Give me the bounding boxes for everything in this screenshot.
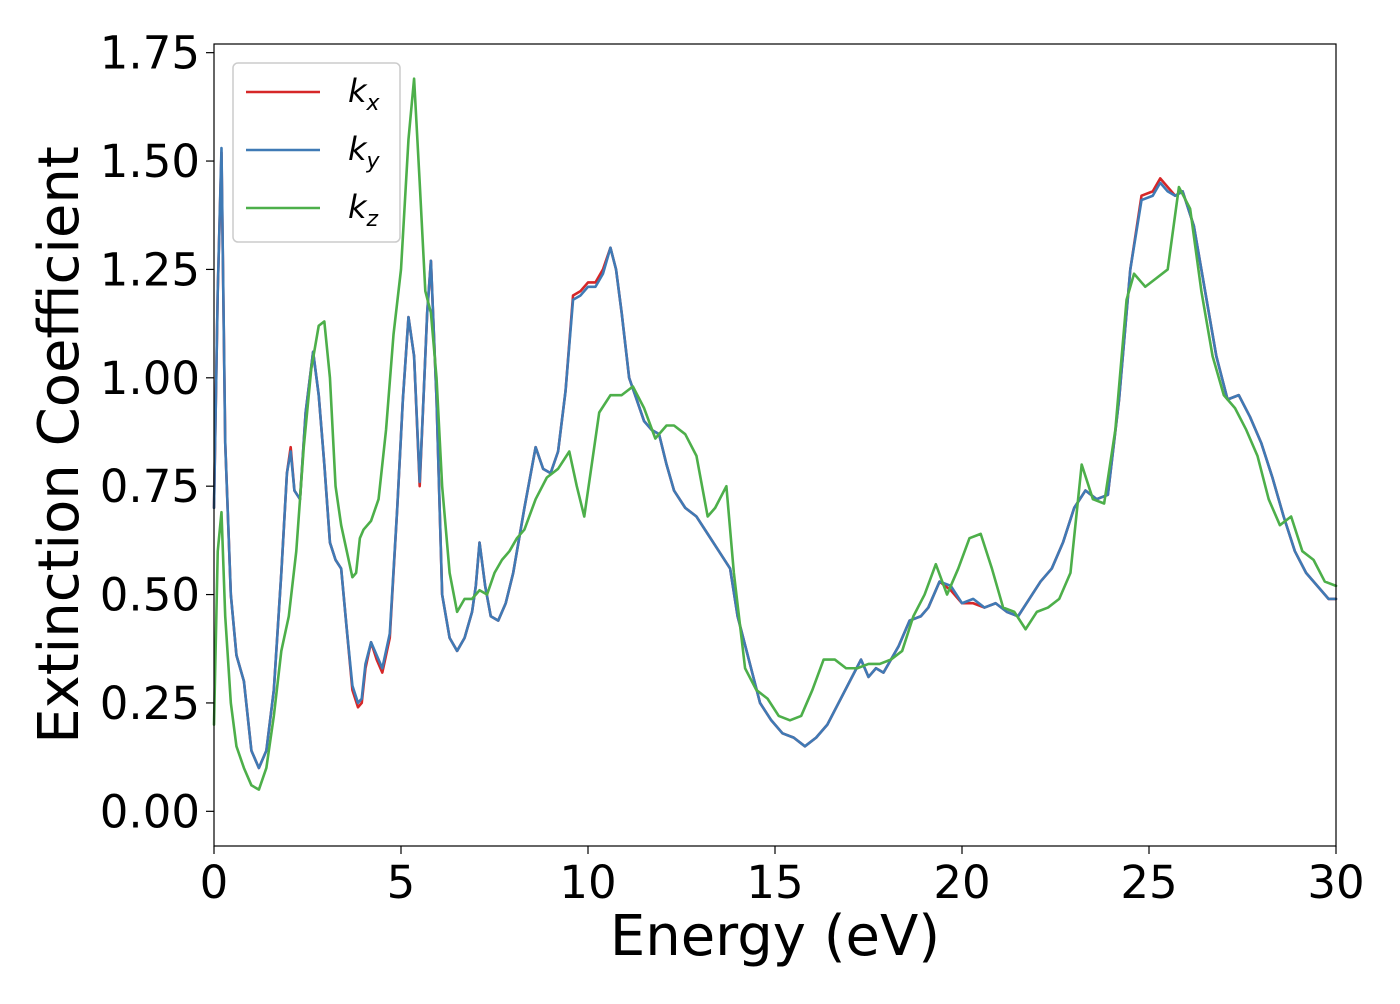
y-tick-label: 1.50	[100, 135, 200, 188]
x-axis-ticks: 0 5 10 15 20 25 30	[200, 846, 1365, 909]
x-tick-label: 30	[1307, 856, 1364, 909]
y-tick-label: 1.25	[100, 243, 200, 296]
x-tick-label: 25	[1120, 856, 1177, 909]
y-tick-label: 0.00	[100, 785, 200, 838]
legend-label-y: ky	[348, 130, 381, 174]
series-line-y	[212, 146, 1338, 770]
x-axis-title: Energy (eV)	[610, 904, 940, 969]
legend-label-x: kx	[348, 72, 381, 116]
x-tick-label: 20	[933, 856, 990, 909]
y-tick-label: 0.75	[100, 460, 200, 513]
y-tick-label: 1.75	[100, 27, 200, 80]
series-line-z	[212, 77, 1338, 791]
y-tick-label: 0.25	[100, 677, 200, 730]
x-tick-label: 5	[387, 856, 416, 909]
series-layer	[212, 77, 1338, 791]
legend-label-z: kz	[348, 188, 379, 232]
legend-items: kx ky kz	[246, 72, 381, 232]
legend: kx ky kz	[232, 62, 401, 243]
y-axis-title: Extinction Coefficient	[27, 146, 92, 744]
legend-box	[232, 62, 401, 243]
y-tick-label: 0.50	[100, 569, 200, 622]
y-axis-ticks: 0.00 0.25 0.50 0.75 1.00 1.25 1.50 1.75	[100, 27, 214, 838]
x-tick-label: 15	[746, 856, 803, 909]
x-tick-label: 10	[559, 856, 616, 909]
x-tick-label: 0	[200, 856, 229, 909]
y-tick-label: 1.00	[100, 352, 200, 405]
